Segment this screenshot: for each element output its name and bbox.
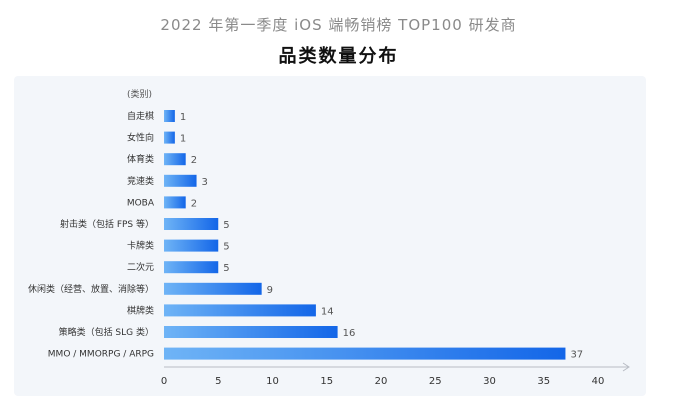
x-tick-label: 25 <box>429 376 442 387</box>
category-label: MOBA <box>127 198 155 208</box>
bar <box>164 347 566 360</box>
x-tick-label: 20 <box>375 376 388 387</box>
data-label: 1 <box>180 134 186 145</box>
data-label: 5 <box>223 220 229 231</box>
data-label: 14 <box>321 306 334 317</box>
bar <box>164 110 175 122</box>
bar <box>164 304 316 317</box>
category-label: MMO / MMORPG / ARPG <box>48 350 154 360</box>
bar <box>164 131 175 144</box>
x-tick-label: 40 <box>592 376 605 387</box>
x-tick-label: 30 <box>483 376 496 387</box>
x-tick-label: 0 <box>161 376 167 387</box>
x-tick-label: 5 <box>215 376 221 387</box>
data-label: 1 <box>180 112 186 123</box>
category-label: 竞速类 <box>127 175 154 187</box>
category-label: 二次元 <box>127 261 154 273</box>
data-label: 9 <box>267 285 273 296</box>
x-tick-label: 35 <box>537 376 550 387</box>
data-label: 5 <box>223 242 229 253</box>
chart-panel <box>14 76 646 396</box>
bar <box>164 174 197 187</box>
category-label: 自走棋 <box>127 110 154 122</box>
bar <box>164 218 219 230</box>
x-tick-label: 15 <box>320 376 333 387</box>
data-label: 3 <box>202 177 208 188</box>
category-label: 女性向 <box>127 132 154 144</box>
chart-subtitle: 2022 年第一季度 iOS 端畅销榜 TOP100 研发商 <box>160 16 517 34</box>
bar <box>164 326 338 338</box>
category-label: 体育类 <box>127 153 154 165</box>
category-label: 休闲类（经营、放置、消除等） <box>28 283 154 295</box>
category-label: 策略类（包括 SLG 类） <box>59 326 154 338</box>
category-label: 射击类（包括 FPS 等） <box>60 218 154 230</box>
x-tick-label: 10 <box>266 376 279 387</box>
chart-title: 品类数量分布 <box>278 46 399 67</box>
data-label: 5 <box>223 263 229 274</box>
category-label: 棋牌类 <box>127 304 154 316</box>
bar <box>164 261 219 274</box>
data-label: 2 <box>191 198 197 209</box>
data-label: 2 <box>191 155 197 166</box>
data-label: 37 <box>570 350 583 361</box>
data-label: 16 <box>343 328 356 339</box>
bar <box>164 239 219 252</box>
x-axis-arrow <box>622 362 630 372</box>
bar <box>164 153 186 166</box>
category-axis-header: (类别) <box>127 88 152 100</box>
bar <box>164 196 186 209</box>
bar <box>164 282 262 295</box>
category-label: 卡牌类 <box>127 240 154 252</box>
